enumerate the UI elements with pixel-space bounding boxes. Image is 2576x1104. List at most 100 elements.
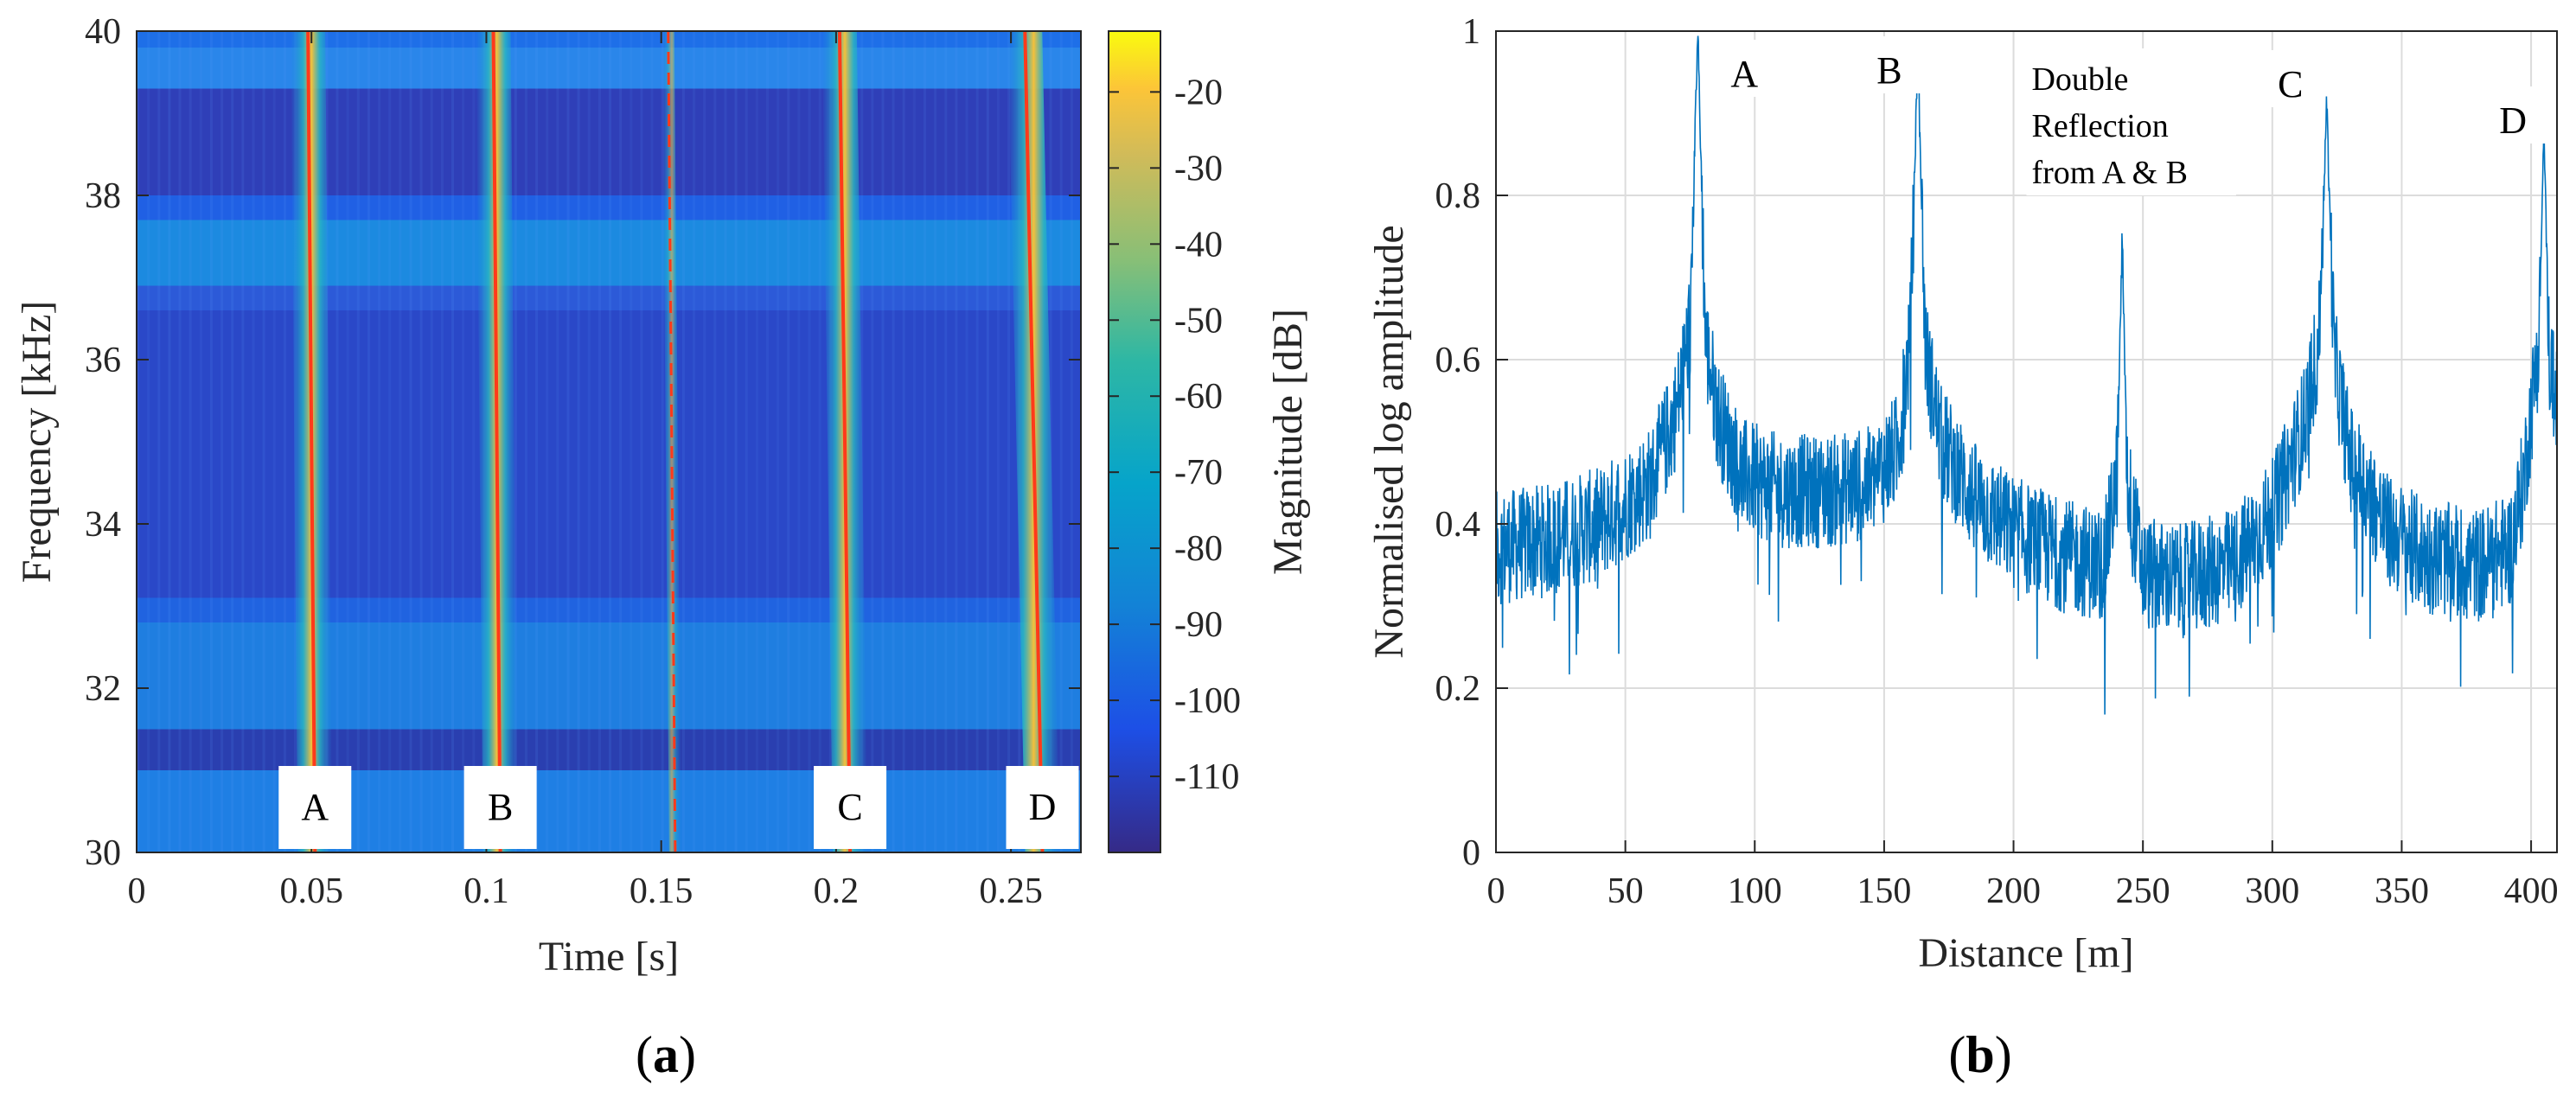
amplitude-panel: A B Double Reflection from A & B C D 0 50 100 150…	[1366, 12, 2559, 1083]
spectrogram-band	[137, 597, 1081, 622]
spectrogram-ylabel: Frequency [kHz]	[14, 301, 60, 584]
spectrogram-texture	[231, 31, 234, 852]
spectrogram-texture	[902, 31, 905, 852]
spectrogram-texture	[745, 31, 748, 852]
amplitude-label-a: A	[1711, 40, 1778, 97]
spectrogram-texture	[157, 31, 161, 852]
spectrogram-texture	[681, 31, 685, 852]
spectrogram-texture	[209, 31, 213, 852]
panel-label-a: (a)	[636, 1026, 696, 1083]
colorbar-tick-label: -40	[1174, 225, 1223, 265]
spectrogram-texture	[881, 31, 885, 852]
spectrogram-texture	[598, 31, 601, 852]
spectrogram-texture	[147, 31, 150, 852]
spectrogram-xtick-label: 0	[128, 871, 146, 911]
svg-text:from A & B: from A & B	[2031, 155, 2188, 191]
amplitude-xtick-label: 200	[1986, 871, 2041, 911]
spectrogram-texture	[693, 31, 696, 852]
amplitude-xtick-label: 400	[2504, 871, 2559, 911]
svg-text:A: A	[1730, 53, 1758, 95]
amplitude-ytick-label: 0.4	[1435, 505, 1481, 545]
svg-text:D: D	[1029, 786, 1057, 828]
spectrogram-texture	[713, 31, 717, 852]
colorbar	[1108, 30, 1161, 853]
spectrogram-texture	[766, 31, 769, 852]
spectrogram-texture	[934, 31, 937, 852]
amplitude-label-double-reflection: Double Reflection from A & B	[2026, 48, 2236, 195]
amplitude-xlabel: Distance [m]	[1918, 930, 2133, 976]
amplitude-xtick-label: 300	[2245, 871, 2299, 911]
svg-text:Double: Double	[2031, 61, 2128, 98]
spectrogram-texture	[703, 31, 706, 852]
svg-text:C: C	[837, 786, 862, 828]
spectrogram-texture	[661, 31, 664, 852]
spectrogram-texture	[787, 31, 790, 852]
spectrogram-texture	[912, 31, 916, 852]
spectrogram-texture	[252, 31, 255, 852]
spectrogram-texture	[797, 31, 801, 852]
amplitude-xtick-label: 0	[1487, 871, 1505, 911]
spectrogram-texture	[440, 31, 444, 852]
colorbar-tick-label: -80	[1174, 529, 1223, 569]
spectrogram-texture	[430, 31, 433, 852]
spectrogram-ytick-label: 32	[85, 669, 121, 709]
spectrogram-texture	[818, 31, 821, 852]
spectrogram-texture	[346, 31, 349, 852]
svg-text:B: B	[488, 786, 513, 828]
spectrogram-texture	[336, 31, 339, 852]
spectrogram-band	[137, 729, 1081, 770]
spectrogram-texture	[1070, 31, 1073, 852]
spectrogram-xtick-label: 0.05	[279, 871, 343, 911]
amplitude-xtick-label: 100	[1728, 871, 1782, 911]
svg-text:C: C	[2278, 63, 2303, 105]
spectrogram-ridge-label: C	[814, 766, 887, 849]
panel-label-b: (b)	[1948, 1026, 2011, 1083]
spectrogram-texture	[650, 31, 654, 852]
spectrogram-texture	[221, 31, 224, 852]
colorbar-tick-label: -20	[1174, 73, 1223, 112]
spectrogram-ridge-glow	[662, 31, 681, 852]
spectrogram-ridge-label: D	[1006, 766, 1079, 849]
colorbar-tick-label: -70	[1174, 453, 1223, 493]
spectrogram-xtick-label: 0.1	[463, 871, 509, 911]
spectrogram-panel: 0 0.05 0.1 0.15 0.2 0.25 30 32 34 36 38 40 A B C D Tim…	[14, 12, 1311, 1083]
spectrogram-ytick-label: 30	[85, 833, 121, 873]
spectrogram-image	[137, 31, 1081, 852]
spectrogram-texture	[472, 31, 476, 852]
spectrogram-ytick-label: 40	[85, 12, 121, 52]
spectrogram-texture	[955, 31, 958, 852]
colorbar-label: Magnitude [dB]	[1265, 309, 1311, 575]
colorbar-tick-label: -60	[1174, 377, 1223, 417]
colorbar-tick-label: -100	[1174, 681, 1241, 721]
spectrogram-texture	[451, 31, 454, 852]
spectrogram-texture	[556, 31, 559, 852]
amplitude-ylabel: Normalised log amplitude	[1366, 225, 1412, 658]
spectrogram-texture	[734, 31, 738, 852]
spectrogram-texture	[283, 31, 286, 852]
spectrogram-texture	[892, 31, 895, 852]
spectrogram-ridge-line	[306, 30, 317, 853]
amplitude-trace	[1495, 35, 2558, 715]
spectrogram-texture	[524, 31, 527, 852]
amplitude-ytick-label: 0.2	[1435, 669, 1481, 709]
colorbar-ticks: -20 -30 -40 -50 -60 -70 -80 -90 -100 -110	[1109, 73, 1241, 797]
colorbar-tick-label: -90	[1174, 605, 1223, 645]
amplitude-label-c: C	[2257, 50, 2324, 107]
spectrogram-texture	[388, 31, 392, 852]
colorbar-tick-label: -110	[1174, 757, 1239, 797]
spectrogram-texture	[755, 31, 758, 852]
amplitude-ytick-label: 1	[1462, 12, 1480, 52]
spectrogram-ridge-line	[837, 30, 853, 853]
spectrogram-band	[137, 622, 1081, 730]
amplitude-xtick-label: 250	[2116, 871, 2170, 911]
spectrogram-texture	[577, 31, 580, 852]
spectrogram-texture	[546, 31, 549, 852]
spectrogram-texture	[619, 31, 623, 852]
spectrogram-ytick-label: 36	[85, 341, 121, 380]
spectrogram-texture	[178, 31, 182, 852]
spectrogram-texture	[535, 31, 539, 852]
spectrogram-xtick-label: 0.15	[630, 871, 694, 911]
colorbar-tick-label: -50	[1174, 301, 1223, 341]
amplitude-annotations: A B Double Reflection from A & B C D	[1711, 36, 2547, 195]
